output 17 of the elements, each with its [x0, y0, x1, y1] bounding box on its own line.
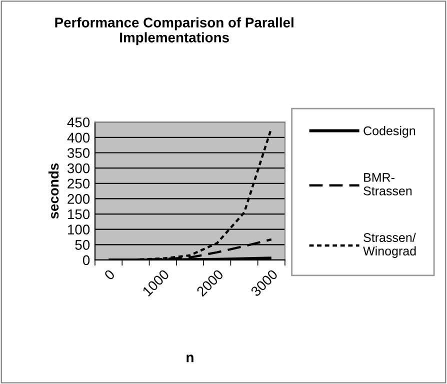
y-tick-label: 250	[68, 178, 90, 189]
legend-label: Codesign	[364, 126, 416, 138]
y-tick-label: 300	[67, 163, 90, 174]
y-tick-label: 400	[67, 132, 90, 143]
legend-label: BMR-Strassen	[364, 173, 412, 196]
y-tick-label: 50	[75, 240, 90, 250]
legend-label: Strassen/Winograd	[363, 232, 416, 258]
y-tick-label: 150	[68, 209, 90, 220]
y-tick-label: 200	[68, 194, 90, 204]
y-tick-label: 450	[67, 117, 90, 128]
x-tick-label: 0	[104, 268, 116, 281]
y-tick-label: 350	[67, 148, 90, 158]
chart-title: Performance Comparison of Parallel Implementations	[55, 17, 294, 46]
y-tick-label: 100	[68, 224, 90, 235]
x-axis-title: n	[186, 354, 194, 362]
y-axis-title: seconds	[48, 163, 59, 219]
y-tick-label: 0	[82, 255, 90, 266]
